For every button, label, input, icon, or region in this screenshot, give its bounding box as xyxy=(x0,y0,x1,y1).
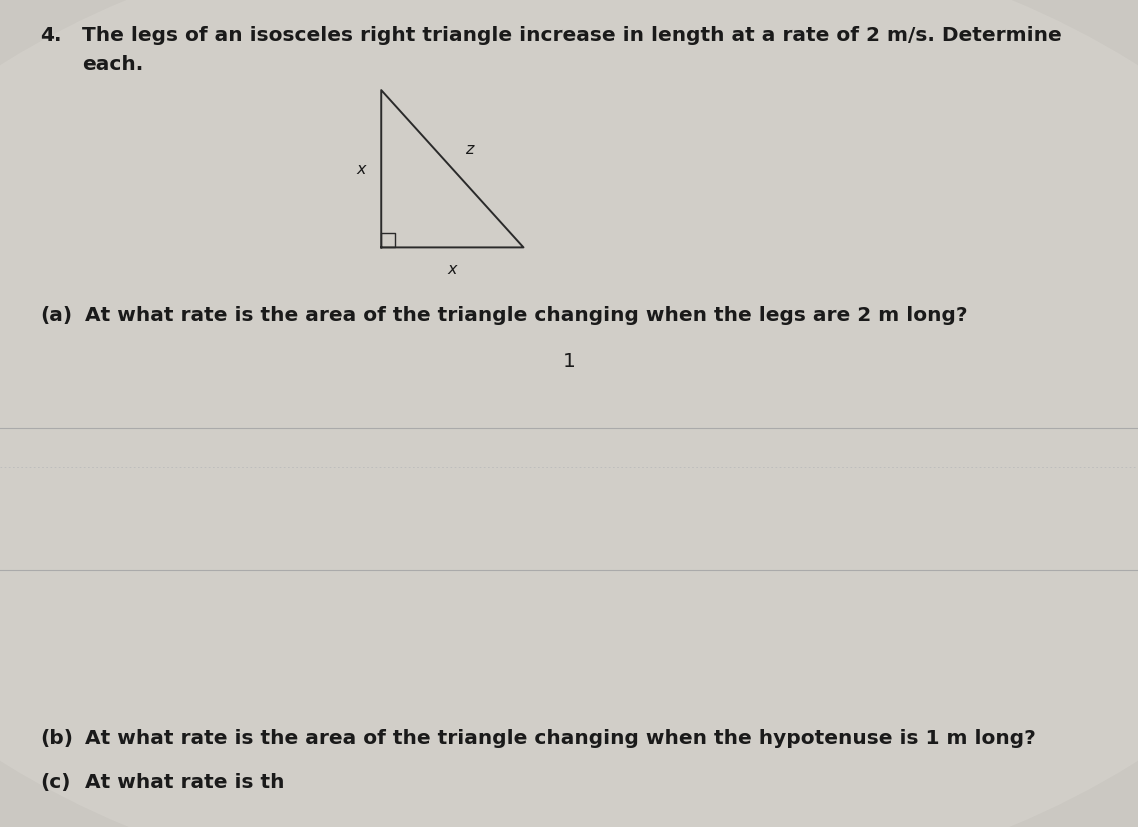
Text: 4.: 4. xyxy=(40,26,61,45)
Text: (c): (c) xyxy=(40,772,71,791)
Text: The legs of an isosceles right triangle increase in length at a rate of 2 m/s. D: The legs of an isosceles right triangle … xyxy=(82,26,1062,45)
Text: At what rate is the area of the triangle changing when the hypotenuse is 1 m lon: At what rate is the area of the triangle… xyxy=(85,728,1036,747)
Text: At what rate is th: At what rate is th xyxy=(85,772,284,791)
Text: x: x xyxy=(447,261,457,276)
Text: (b): (b) xyxy=(40,728,73,747)
Text: (a): (a) xyxy=(40,306,72,325)
Text: z: z xyxy=(465,141,473,156)
Text: x: x xyxy=(356,162,365,177)
Text: 1: 1 xyxy=(562,351,576,370)
Text: At what rate is the area of the triangle changing when the legs are 2 m long?: At what rate is the area of the triangle… xyxy=(85,306,967,325)
Text: each.: each. xyxy=(82,55,143,74)
